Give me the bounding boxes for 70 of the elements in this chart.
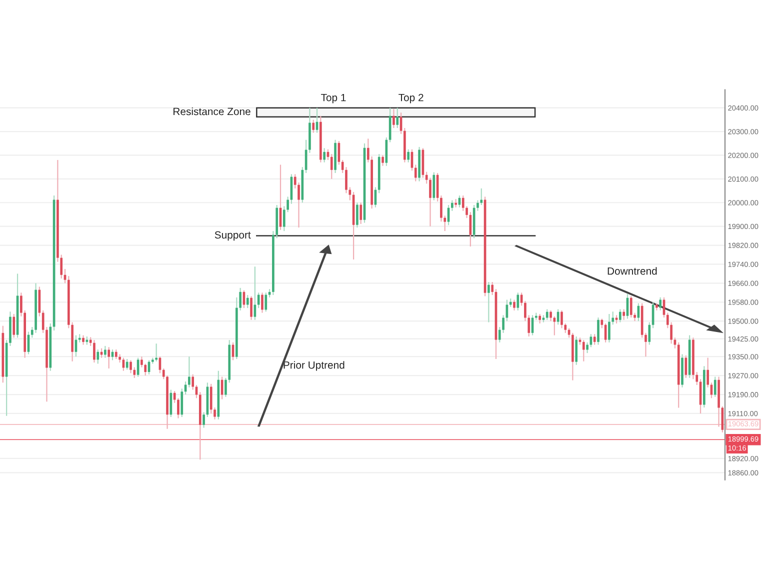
candlestick (104, 345, 106, 358)
candlestick (264, 292, 268, 312)
candlestick (239, 287, 242, 311)
candlestick (114, 348, 118, 360)
candlestick (396, 107, 399, 129)
candlestick (491, 281, 494, 296)
candlestick (440, 194, 442, 222)
candlestick (538, 313, 541, 324)
candlestick (360, 202, 362, 224)
candlestick (96, 348, 100, 364)
candlestick (382, 154, 384, 166)
candlestick (546, 308, 548, 320)
candlestick (597, 316, 600, 346)
candlestick (516, 292, 520, 311)
candlestick (488, 281, 490, 323)
candlestick (140, 356, 143, 368)
candlestick (261, 292, 264, 314)
candlestick (432, 172, 436, 201)
candlestick (706, 357, 709, 388)
candlestick (192, 374, 194, 390)
annotation: Downtrend (608, 267, 657, 275)
candlestick (330, 154, 333, 180)
candlestick (323, 148, 326, 163)
candlestick (130, 360, 132, 374)
candlestick (257, 292, 260, 309)
candlestick (108, 346, 110, 370)
candlestick (582, 339, 585, 362)
candlestick (188, 356, 190, 388)
candlestick (622, 308, 625, 320)
candlestick (356, 202, 358, 228)
candlestick (659, 296, 662, 311)
candlestick (550, 310, 552, 322)
candlestick (366, 138, 370, 163)
candlestick (82, 334, 84, 346)
candlestick (122, 357, 125, 372)
candlestick (12, 313, 16, 338)
candlestick (590, 334, 592, 348)
candlestick (180, 388, 184, 418)
candlestick (714, 376, 716, 398)
candlestick (312, 119, 315, 134)
candlestick (600, 318, 604, 329)
candlestick (513, 299, 516, 311)
candlestick (619, 308, 622, 323)
candlestick (575, 336, 578, 366)
candlestick (648, 322, 651, 346)
candlestick (118, 354, 121, 364)
candlestick (250, 296, 252, 320)
candlestick (450, 200, 454, 212)
candlestick (429, 177, 432, 227)
candlestick (608, 313, 610, 343)
band-label: Resistance Zone (174, 108, 250, 116)
candlestick (630, 296, 632, 318)
candlestick (593, 334, 596, 346)
candlestick (246, 294, 249, 309)
candlestick (126, 358, 128, 370)
candlestick (407, 148, 410, 163)
candlestick (195, 384, 198, 399)
candlestick (414, 164, 417, 182)
annotation: Top 2 (398, 94, 424, 104)
candlestick (392, 108, 395, 129)
candlestick (684, 354, 688, 378)
ref-line-label: Support (214, 231, 251, 241)
candlestick (586, 342, 588, 354)
candlestick (20, 292, 22, 317)
annotation: Prior Uptrend (284, 361, 344, 371)
candlestick (560, 310, 563, 329)
candlestick (476, 200, 479, 212)
annotation: Top 1 (320, 94, 346, 104)
candlestick (202, 412, 205, 428)
candlestick (93, 339, 96, 364)
